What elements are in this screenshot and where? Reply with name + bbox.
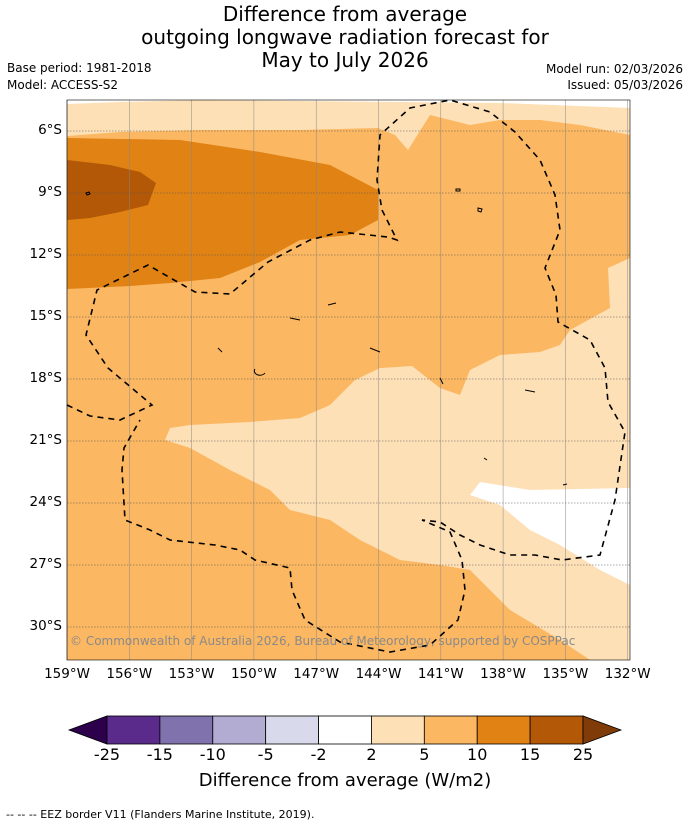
model-text: Model: ACCESS-S2 bbox=[7, 78, 119, 92]
latitude-label: 9°S bbox=[38, 184, 62, 200]
islands bbox=[85, 188, 568, 486]
issued-text: Issued: 05/03/2026 bbox=[567, 78, 683, 92]
latitude-label: 12°S bbox=[29, 246, 63, 262]
title-line-3: May to July 2026 bbox=[261, 48, 429, 72]
colorbar-tick-label: 25 bbox=[572, 745, 594, 764]
colorbar-segment bbox=[529, 715, 584, 745]
colorbar-segment bbox=[476, 715, 531, 745]
colorbar-segment bbox=[371, 715, 425, 745]
colorbar-segment bbox=[159, 715, 214, 745]
latitude-label: 30°S bbox=[29, 618, 63, 634]
colorbar-over-arrow bbox=[582, 715, 623, 745]
colorbar-segment bbox=[265, 715, 319, 745]
latitude-label: 24°S bbox=[29, 494, 63, 510]
colorbar-tick-label: 2 bbox=[366, 745, 377, 764]
latitude-label: 27°S bbox=[29, 556, 63, 572]
colorbar-tick-label: -2 bbox=[310, 745, 327, 764]
colorbar-tick-label: -25 bbox=[93, 745, 121, 764]
latitude-label: 6°S bbox=[38, 122, 62, 138]
colorbar-under-arrow bbox=[67, 715, 108, 745]
longitude-label: 132°W bbox=[604, 666, 651, 682]
colorbar-tick-label: 15 bbox=[519, 745, 541, 764]
eez-border bbox=[66, 99, 626, 653]
longitude-label: 144°W bbox=[355, 666, 402, 682]
longitude-label: 138°W bbox=[480, 666, 527, 682]
longitude-label: 141°W bbox=[417, 666, 464, 682]
model-run-text: Model run: 02/03/2026 bbox=[545, 62, 683, 76]
title-line-2: outgoing longwave radiation forecast for bbox=[141, 25, 549, 49]
colorbar-tick-label: -15 bbox=[146, 745, 173, 764]
colorbar-tick-label: 5 bbox=[419, 745, 430, 764]
title-line-1: Difference from average bbox=[222, 2, 468, 26]
longitude-label: 135°W bbox=[542, 666, 589, 682]
colorbar-tick-label: 10 bbox=[467, 745, 488, 764]
map-top-edge bbox=[67, 100, 630, 108]
longitude-label: 153°W bbox=[168, 666, 215, 682]
eez-legend-footer: -- -- -- EEZ border V11 (Flanders Marine… bbox=[6, 808, 315, 821]
colorbar-segment bbox=[212, 715, 267, 745]
base-period-text: Base period: 1981-2018 bbox=[7, 61, 152, 75]
latitude-label: 18°S bbox=[29, 370, 63, 386]
copyright-text: © Commonwealth of Australia 2026, Bureau… bbox=[70, 634, 576, 648]
colorbar-label: Difference from average (W/m2) bbox=[198, 770, 492, 791]
very-strong-positive-region bbox=[67, 160, 156, 220]
latitude-label: 21°S bbox=[29, 432, 63, 448]
colorbar-segment bbox=[318, 715, 372, 745]
near-zero-region bbox=[470, 482, 630, 585]
colorbar-segment bbox=[423, 715, 478, 745]
longitude-label: 159°W bbox=[44, 666, 90, 682]
map-frame bbox=[66, 99, 631, 661]
colorbar-segment bbox=[106, 715, 161, 745]
longitude-label: 150°W bbox=[230, 666, 277, 682]
colorbar-tick-label: -5 bbox=[257, 745, 274, 764]
latitude-label: 15°S bbox=[29, 308, 63, 324]
colorbar-tick-label: -10 bbox=[199, 745, 226, 764]
longitude-label: 156°W bbox=[106, 666, 153, 682]
longitude-label: 147°W bbox=[293, 666, 340, 682]
